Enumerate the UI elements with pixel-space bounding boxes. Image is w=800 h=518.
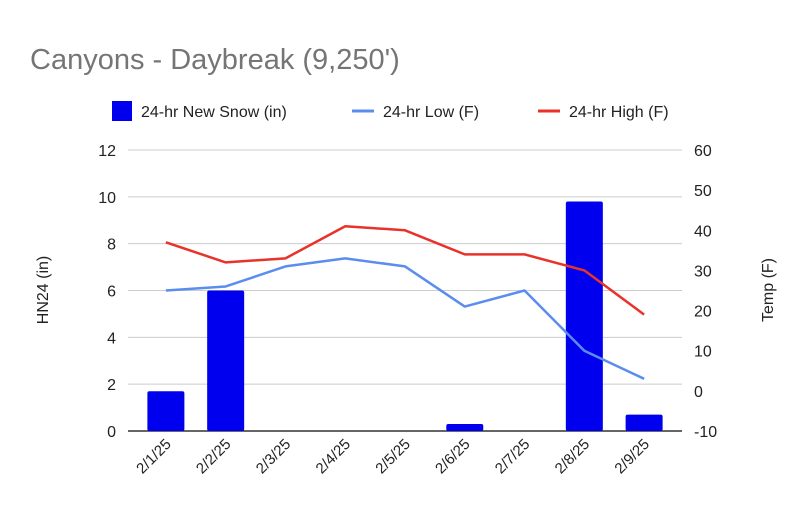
y-tick-label: 10 <box>98 190 116 207</box>
y2-tick-label: 30 <box>694 263 712 280</box>
legend-label-high: 24-hr High (F) <box>569 104 669 121</box>
y-tick-label: 2 <box>107 377 116 394</box>
legend-label-new-snow: 24-hr New Snow (in) <box>141 104 287 121</box>
y2-tick-label: 20 <box>694 304 712 321</box>
x-tick-label: 2/3/25 <box>253 436 295 478</box>
legend-swatch-new-snow <box>112 101 132 121</box>
x-tick-label: 2/2/25 <box>193 436 235 478</box>
y2-tick-label: -10 <box>694 424 717 441</box>
y2-axis-label: Temp (F) <box>760 258 777 322</box>
bar-new-snow <box>446 423 484 431</box>
bar-new-snow <box>625 414 663 431</box>
bar-new-snow <box>147 391 185 431</box>
x-tick-label: 2/6/25 <box>432 436 474 478</box>
legend-label-low: 24-hr Low (F) <box>383 104 479 121</box>
bar-new-snow <box>565 201 603 431</box>
line-high-temp <box>165 225 645 316</box>
y-axis-label: HN24 (in) <box>35 256 52 324</box>
x-tick-label: 2/1/25 <box>133 436 175 478</box>
y2-tick-label: 40 <box>694 223 712 240</box>
chart-title: Canyons - Daybreak (9,250') <box>30 44 400 76</box>
y-tick-label: 12 <box>98 143 116 160</box>
line-low-temp <box>165 257 645 380</box>
x-tick-label: 2/7/25 <box>492 436 534 478</box>
x-tick-label: 2/8/25 <box>552 436 594 478</box>
y-tick-label: 4 <box>107 330 116 347</box>
y2-tick-label: 60 <box>694 143 712 160</box>
y2-tick-label: 0 <box>694 384 703 401</box>
x-tick-label: 2/4/25 <box>313 436 355 478</box>
bar-new-snow <box>207 290 245 431</box>
y-tick-label: 0 <box>107 424 116 441</box>
y2-tick-label: 50 <box>694 183 712 200</box>
y-tick-label: 8 <box>107 237 116 254</box>
y2-tick-label: 10 <box>694 344 712 361</box>
y-tick-label: 6 <box>107 284 116 301</box>
x-tick-label: 2/5/25 <box>372 436 414 478</box>
x-tick-label: 2/9/25 <box>611 436 653 478</box>
